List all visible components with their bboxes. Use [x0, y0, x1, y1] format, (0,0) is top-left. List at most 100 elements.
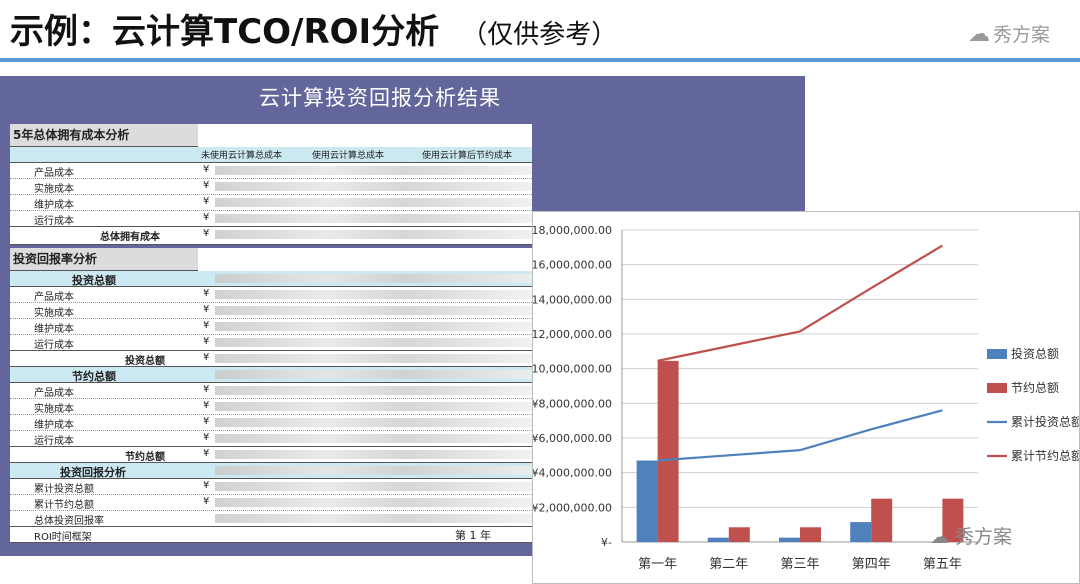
line-累计节约总额: [657, 244, 943, 362]
redacted-value: [215, 230, 532, 239]
currency-symbol: ¥: [203, 228, 210, 239]
table-row: 产品成本 ¥: [10, 383, 532, 399]
bar-节约总额: [800, 527, 821, 542]
tco-table: 5年总体拥有成本分析 未使用云计算总成本 使用云计算总成本 使用云计算后节约成本…: [10, 124, 532, 245]
table-row: 运行成本 ¥: [10, 211, 532, 227]
tco-col-2: 使用云计算总成本: [312, 151, 385, 161]
table-row: 实施成本 ¥: [10, 179, 532, 195]
table-row: 运行成本 ¥: [10, 431, 532, 447]
currency-symbol: ¥: [203, 448, 210, 459]
row-label: 产品成本: [34, 292, 74, 303]
y-tick-label: ¥10,000,000.00: [533, 363, 612, 376]
legend-label: 投资总额: [1011, 346, 1059, 361]
currency-symbol: ¥: [203, 180, 210, 191]
table-row: 维护成本 ¥: [10, 415, 532, 431]
redacted-value: [215, 274, 532, 283]
x-tick-label: 第三年: [780, 557, 819, 572]
row-label: 累计投资总额: [34, 484, 94, 495]
currency-symbol: ¥: [203, 196, 210, 207]
roi-analysis-header: 投资回报分析: [10, 463, 532, 479]
saving-header: 节约总额: [10, 367, 532, 383]
redacted-value: [215, 198, 532, 207]
x-tick-label: 第一年: [638, 557, 677, 572]
redacted-value: [215, 322, 532, 331]
row-label: 产品成本: [34, 388, 74, 399]
y-tick-label: ¥14,000,000.00: [533, 293, 612, 306]
roi-table: 投资回报率分析 投资总额 产品成本 ¥ 实施成本 ¥ 维护成本 ¥ 运行成本 ¥ 投资总…: [10, 248, 532, 543]
redacted-value: [215, 418, 532, 427]
chart-canvas: ¥- ¥2,000,000.00 ¥4,000,000.00 ¥6,000,000.0…: [533, 224, 1079, 572]
bar-节约总额: [657, 360, 679, 542]
row-label: 实施成本: [34, 308, 74, 319]
slide-title: 示例：云计算TCO/ROI分析 （仅供参考）: [10, 8, 617, 56]
roi-analysis-label: 投资回报分析: [60, 466, 126, 479]
y-tick-label: ¥8,000,000.00: [533, 397, 612, 410]
tco-col-3: 使用云计算后节约成本: [422, 151, 513, 161]
currency-symbol: ¥: [203, 336, 210, 347]
currency-symbol: ¥: [203, 304, 210, 315]
y-tick-label: ¥18,000,000.00: [533, 224, 612, 237]
investment-chart: ¥- ¥2,000,000.00 ¥4,000,000.00 ¥6,000,000.0…: [532, 211, 1080, 584]
slide-subtitle: （仅供参考）: [461, 20, 618, 50]
y-tick-label: ¥12,000,000.00: [533, 328, 612, 341]
redacted-value: [215, 338, 532, 347]
redacted-value: [215, 386, 532, 395]
y-tick-label: ¥16,000,000.00: [533, 259, 612, 272]
currency-symbol: ¥: [203, 320, 210, 331]
wechat-icon: ☁: [968, 22, 990, 47]
currency-symbol: ¥: [203, 416, 210, 427]
roi-frame-label: ROI时间框架: [34, 532, 92, 543]
currency-symbol: ¥: [203, 480, 210, 491]
row-label: 维护成本: [34, 420, 74, 431]
redacted-value: [215, 370, 532, 379]
invest-total-row: 投资总额 ¥: [10, 351, 532, 367]
logo-text: 秀方案: [993, 24, 1051, 46]
line-累计投资总额: [657, 409, 943, 462]
currency-symbol: ¥: [203, 496, 210, 507]
invest-header: 投资总额: [10, 271, 532, 287]
table-row: 实施成本 ¥: [10, 303, 532, 319]
row-label: 维护成本: [34, 200, 74, 211]
table-row: 实施成本 ¥: [10, 399, 532, 415]
x-tick-label: 第五年: [923, 557, 962, 572]
table-row: 总体投资回报率: [10, 511, 532, 527]
row-label: 运行成本: [34, 436, 74, 447]
legend-swatch: [987, 383, 1007, 393]
bar-投资总额: [707, 537, 729, 542]
redacted-value: [215, 434, 532, 443]
currency-symbol: ¥: [203, 164, 210, 175]
wechat-icon: ☁: [930, 526, 949, 548]
currency-symbol: ¥: [203, 288, 210, 299]
brand-logo: ☁ 秀方案: [968, 20, 1050, 50]
table-row: 运行成本 ¥: [10, 335, 532, 351]
row-label: 累计节约总额: [34, 500, 94, 511]
watermark-text: 秀方案: [955, 526, 1013, 548]
redacted-value: [215, 498, 532, 507]
x-tick-label: 第四年: [852, 557, 891, 572]
legend-swatch: [987, 349, 1007, 359]
redacted-value: [215, 354, 532, 363]
table-row: 产品成本 ¥: [10, 287, 532, 303]
redacted-value: [215, 514, 532, 523]
invest-header-label: 投资总额: [72, 274, 116, 287]
roi-frame-value: 第 1 年: [455, 529, 491, 542]
row-label: 维护成本: [34, 324, 74, 335]
saving-header-label: 节约总额: [72, 370, 116, 383]
redacted-value: [215, 450, 532, 459]
y-tick-label: ¥4,000,000.00: [533, 467, 612, 480]
row-label: 产品成本: [34, 168, 74, 179]
tco-column-header: 未使用云计算总成本 使用云计算总成本 使用云计算后节约成本: [10, 147, 532, 163]
bar-投资总额: [850, 522, 872, 542]
roi-frame-row: ROI时间框架 第 1 年: [10, 527, 532, 543]
saving-total-label: 节约总额: [125, 452, 165, 463]
currency-symbol: ¥: [203, 384, 210, 395]
redacted-value: [215, 166, 532, 175]
y-tick-label: ¥-: [601, 536, 612, 549]
redacted-value: [215, 182, 532, 191]
tco-section-title: 5年总体拥有成本分析: [10, 124, 198, 147]
currency-symbol: ¥: [203, 400, 210, 411]
row-label: 总体投资回报率: [34, 516, 104, 527]
bar-节约总额: [728, 527, 750, 542]
redacted-value: [215, 290, 532, 299]
currency-symbol: ¥: [203, 352, 210, 363]
